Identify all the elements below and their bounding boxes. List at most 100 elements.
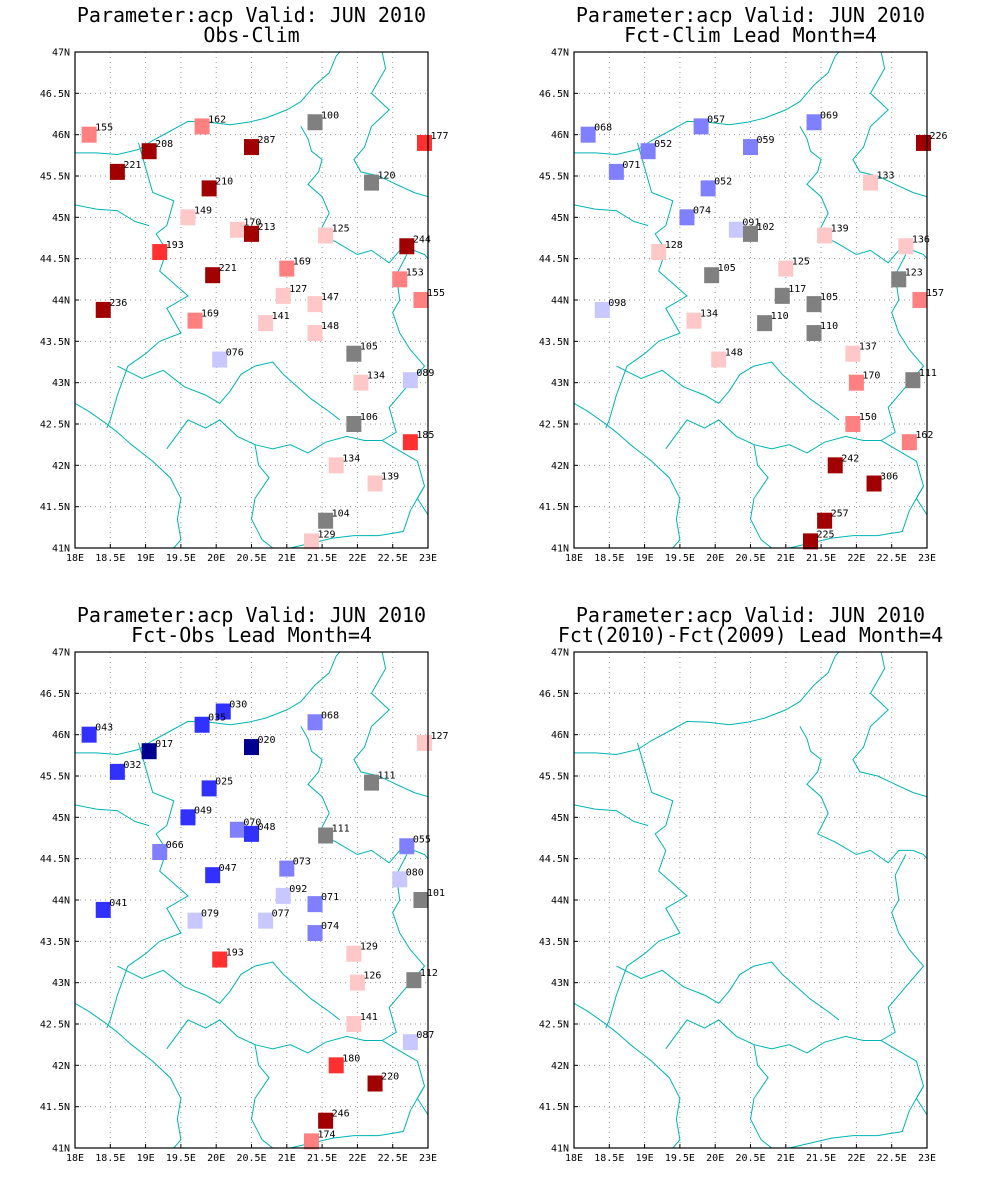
- border-line: [852, 652, 927, 798]
- station-marker: [275, 887, 291, 904]
- station-marker: [640, 143, 656, 160]
- lon-tick-label: 21E: [777, 553, 795, 564]
- station-value-label: 185: [416, 430, 434, 441]
- station-marker: [711, 351, 727, 368]
- station-marker: [201, 180, 217, 197]
- lat-tick-label: 43N: [551, 378, 569, 389]
- station-marker: [402, 1034, 418, 1051]
- station-marker: [328, 1057, 344, 1074]
- station-value-label: 137: [859, 342, 877, 353]
- station-marker: [229, 221, 245, 238]
- lon-tick-label: 22E: [348, 553, 366, 564]
- border-line: [665, 419, 773, 548]
- lat-tick-label: 44.5N: [539, 254, 569, 265]
- station-value-label: 155: [427, 288, 445, 299]
- station-marker: [318, 227, 334, 244]
- lat-tick-label: 47N: [551, 648, 569, 659]
- station-marker: [205, 867, 221, 884]
- border-line: [605, 142, 688, 429]
- lat-tick-label: 47N: [551, 48, 569, 59]
- border-line: [75, 804, 150, 827]
- panel-title: Parameter:acp Valid: JUN 2010: [77, 603, 426, 627]
- lon-tick-label: 18.5E: [594, 1153, 624, 1164]
- station-marker: [757, 315, 773, 332]
- station-marker: [651, 244, 667, 261]
- station-marker: [346, 345, 362, 362]
- station-value-label: 147: [321, 292, 339, 303]
- lat-tick-label: 42N: [52, 461, 70, 472]
- lat-tick-label: 46N: [551, 130, 569, 141]
- lon-tick-label: 21.5E: [806, 1153, 836, 1164]
- lon-tick-label: 22.5E: [378, 553, 408, 564]
- lat-tick-label: 44N: [551, 896, 569, 907]
- lon-tick-label: 21.5E: [307, 1153, 337, 1164]
- station-marker: [244, 139, 259, 156]
- border-line: [753, 1035, 925, 1148]
- station-value-label: 149: [194, 205, 212, 216]
- station-marker: [318, 827, 334, 844]
- station-value-label: 210: [215, 176, 233, 187]
- station-marker: [806, 114, 822, 131]
- station-marker: [275, 287, 291, 304]
- lat-tick-label: 47N: [52, 48, 70, 59]
- station-marker: [364, 774, 380, 791]
- station-marker: [95, 901, 111, 918]
- lon-tick-label: 22E: [847, 1153, 865, 1164]
- station-value-label: 244: [413, 234, 431, 245]
- lon-tick-label: 18.5E: [95, 1153, 125, 1164]
- panel-title: Parameter:acp Valid: JUN 2010: [77, 3, 426, 27]
- station-marker: [307, 114, 323, 131]
- station-value-label: 170: [862, 371, 880, 382]
- lat-tick-label: 45.5N: [539, 172, 569, 183]
- station-marker: [367, 475, 383, 492]
- station-value-label: 047: [219, 863, 237, 874]
- border-line: [117, 361, 341, 421]
- station-value-label: 170: [243, 218, 261, 229]
- panel-subtitle: Obs-Clim: [203, 23, 299, 47]
- lon-tick-label: 19.5E: [166, 1153, 196, 1164]
- station-marker: [364, 174, 380, 191]
- station-value-label: 126: [363, 971, 381, 982]
- border-line: [353, 52, 428, 198]
- station-value-label: 257: [831, 509, 849, 520]
- lat-tick-label: 47N: [52, 648, 70, 659]
- station-marker: [679, 209, 695, 226]
- station-value-label: 017: [155, 739, 173, 750]
- station-value-label: 134: [367, 371, 385, 382]
- map-frame: [74, 651, 429, 1149]
- station-value-label: 074: [693, 205, 711, 216]
- station-marker: [244, 739, 259, 756]
- station-value-label: 070: [243, 818, 261, 829]
- station-marker: [109, 763, 125, 780]
- station-value-label: 080: [406, 867, 424, 878]
- lat-tick-label: 44.5N: [539, 854, 569, 865]
- station-value-label: 066: [166, 840, 184, 851]
- lat-tick-label: 41.5N: [539, 502, 569, 513]
- border-line: [574, 1002, 681, 1148]
- station-value-label: 120: [378, 171, 396, 182]
- map-panel: Parameter:acp Valid: JUN 2010Fct(2010)-F…: [539, 603, 943, 1164]
- station-value-label: 221: [123, 160, 141, 171]
- station-marker: [349, 974, 365, 991]
- station-value-label: 134: [342, 453, 360, 464]
- station-marker: [258, 315, 274, 332]
- station-marker: [827, 457, 843, 474]
- map-frame: [573, 651, 928, 1149]
- station-value-label: 162: [208, 114, 226, 125]
- station-marker: [194, 118, 210, 135]
- lat-tick-label: 45N: [52, 813, 70, 824]
- border-line: [381, 254, 426, 441]
- station-value-label: 032: [123, 760, 141, 771]
- lat-tick-label: 42.5N: [539, 420, 569, 431]
- station-marker: [258, 912, 274, 929]
- station-marker: [686, 312, 702, 329]
- lon-tick-label: 20E: [207, 553, 225, 564]
- lon-tick-label: 23E: [918, 553, 936, 564]
- station-value-label: 123: [905, 267, 923, 278]
- lon-tick-label: 18E: [565, 553, 583, 564]
- lon-tick-label: 21.5E: [806, 553, 836, 564]
- lon-tick-label: 23E: [419, 553, 437, 564]
